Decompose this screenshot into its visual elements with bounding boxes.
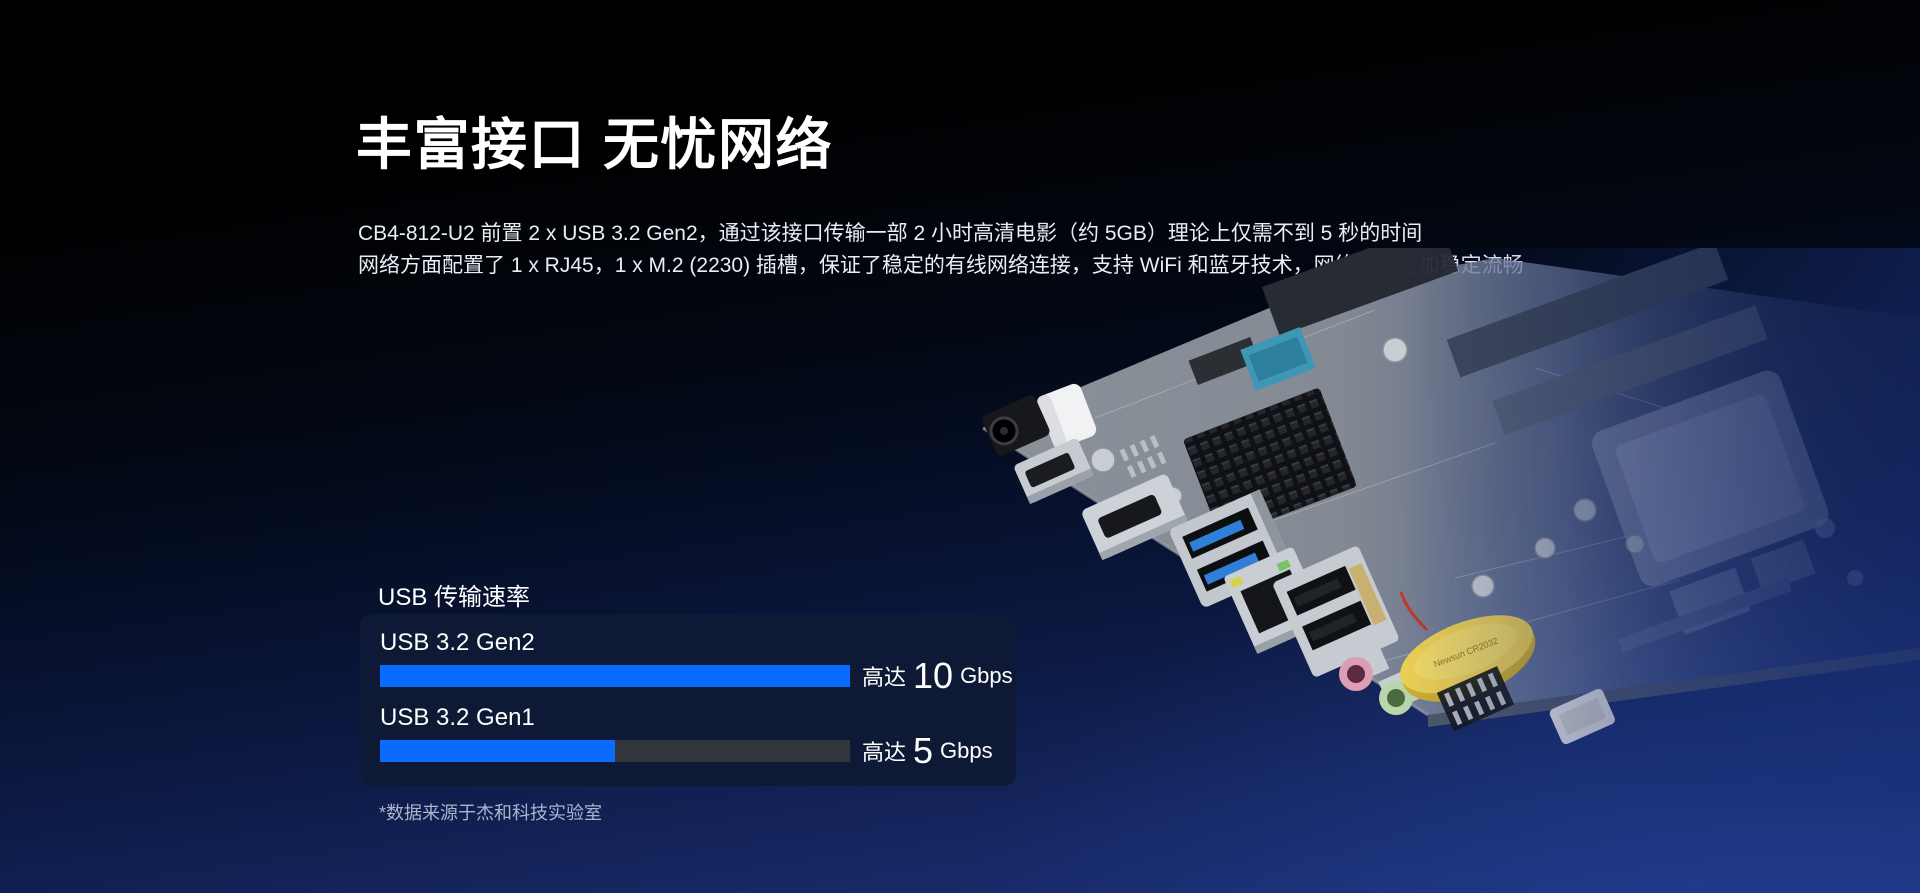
chart-title: USB 传输速率: [378, 584, 531, 611]
bar-value-gen1: 高达 5 Gbps: [862, 733, 993, 769]
fade-overlay: [1405, 248, 1920, 808]
front-panel-header: [1240, 326, 1316, 392]
value-unit: Gbps: [960, 663, 1013, 688]
data-source-footnote: *数据来源于杰和科技实验室: [379, 803, 603, 823]
chart-row-gen2: USB 3.2 Gen2 高达 10 Gbps: [380, 629, 1016, 694]
usb2-ports: [1273, 546, 1399, 677]
dc-jack: [982, 395, 1050, 456]
page-title: 丰富接口 无忧网络: [356, 113, 834, 176]
description-line-1: CB4-812-U2 前置 2 x USB 3.2 Gen2，通过该接口传输一部…: [358, 222, 1423, 245]
bar-label-gen2: USB 3.2 Gen2: [380, 629, 535, 656]
chart-row-gen1: USB 3.2 Gen1 高达 5 Gbps: [380, 704, 1016, 769]
motherboard-photo: Newsun CR2032: [975, 222, 1920, 808]
bar-value-gen2: 高达 10 Gbps: [862, 658, 1013, 694]
standoff: [1037, 383, 1097, 449]
value-number: 10: [913, 655, 954, 696]
motherboard-illustration: Newsun CR2032: [982, 222, 1920, 808]
value-prefix: 高达: [862, 740, 907, 765]
value-prefix: 高达: [862, 665, 907, 690]
pin-header: [1119, 435, 1167, 478]
value-unit: Gbps: [940, 738, 993, 763]
bar-fill-gen1: [380, 740, 615, 762]
description-text: CB4-812-U2 前置 2 x USB 3.2 Gen2，通过该接口传输一部…: [358, 218, 1524, 282]
bar-fill-gen2: [380, 665, 850, 687]
value-number: 5: [913, 730, 934, 771]
usb-speed-chart-panel: USB 3.2 Gen2 高达 10 Gbps USB 3.2 Gen1 高: [360, 614, 1016, 786]
hdmi-port-1: [1014, 438, 1095, 505]
description-line-2: 网络方面配置了 1 x RJ45，1 x M.2 (2230) 插槽，保证了稳定…: [358, 254, 1524, 277]
heatsink: [1184, 388, 1356, 538]
sata-port: [1188, 337, 1260, 385]
bar-track-gen2: [380, 665, 850, 687]
audio-jack-pink: [1339, 641, 1390, 691]
hdmi-port-2: [1082, 474, 1189, 561]
bar-label-gen1: USB 3.2 Gen1: [380, 704, 535, 731]
bar-track-gen1: [380, 740, 850, 762]
